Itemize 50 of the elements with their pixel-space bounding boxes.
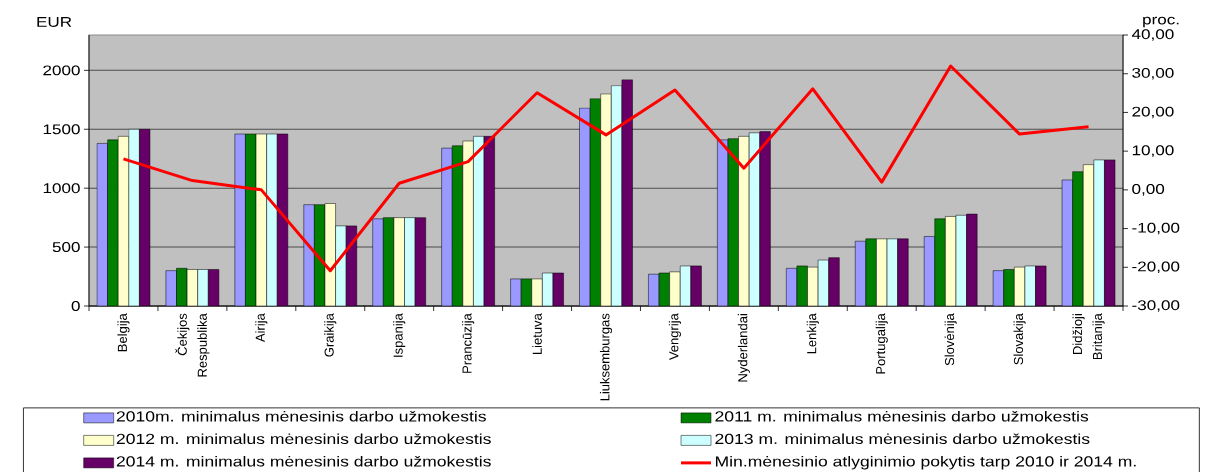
legend-label: Min.mėnesinio atlyginimio pokytis tarp 2010 ir 2014 m. bbox=[715, 455, 1136, 470]
bar bbox=[669, 271, 681, 306]
y2-tick-label: 10,00 bbox=[1132, 145, 1174, 157]
y2-tick-label: -20,00 bbox=[1132, 261, 1180, 274]
y2-axis-title: proc. bbox=[1143, 16, 1179, 28]
x-tick-label: Lietuva bbox=[532, 313, 542, 355]
x-tick-label: Didžioji Britanija bbox=[1072, 313, 1105, 360]
y-tick-label: 2000 bbox=[43, 65, 80, 76]
x-tick-label: Prancūzija bbox=[462, 313, 475, 373]
bar bbox=[1003, 269, 1015, 306]
bar bbox=[966, 213, 978, 306]
y-tick-label: 500 bbox=[52, 242, 80, 253]
y-tick-label: 1000 bbox=[43, 183, 80, 194]
y2-tick-label: -10,00 bbox=[1132, 222, 1180, 235]
x-tick-label: Slovakija bbox=[1013, 313, 1026, 365]
y-axis-title: EUR bbox=[37, 17, 72, 27]
legend-label: 2011 m. minimalus mėnesinis darbo užmokestis bbox=[715, 410, 1089, 422]
x-tick-label: Airija bbox=[255, 313, 268, 343]
x-tick-label: Nyderlandai bbox=[737, 314, 750, 382]
y2-tick-label: 0,00 bbox=[1132, 184, 1165, 196]
bar bbox=[1072, 171, 1084, 306]
x-tick-label: Belgija bbox=[117, 313, 130, 352]
bar bbox=[897, 238, 909, 306]
x-tick-label: Ispanija bbox=[393, 313, 406, 357]
bar bbox=[600, 93, 612, 306]
x-tick-label: Portugalija bbox=[875, 313, 888, 374]
y2-tick-label: 20,00 bbox=[1132, 106, 1174, 119]
bar bbox=[865, 238, 877, 306]
x-tick-label: Slovėnija bbox=[944, 313, 957, 366]
x-tick-label: Graikija bbox=[324, 313, 337, 357]
x-tick-label: Vengrija bbox=[668, 313, 681, 361]
x-tick-label: Čekijos Respublika bbox=[175, 313, 210, 377]
x-tick-label: Liuksemburgas bbox=[599, 313, 613, 401]
legend-label: 2013 m. minimalus mėnesinis darbo užmokestis bbox=[715, 433, 1090, 445]
x-tick-label: Lenkija bbox=[806, 313, 819, 354]
legend-label: 2010m. minimalus mėnesinis darbo užmokestis bbox=[116, 410, 486, 422]
bar bbox=[759, 131, 771, 306]
y2-tick-label: -30,00 bbox=[1132, 300, 1180, 312]
bar bbox=[828, 257, 840, 306]
y2-tick-label: 30,00 bbox=[1132, 67, 1174, 80]
y-tick-label: 0 bbox=[71, 301, 80, 311]
line-series bbox=[121, 64, 1091, 273]
bar bbox=[462, 140, 474, 306]
bar bbox=[107, 139, 119, 306]
legend-label: 2012 m. minimalus mėnesinis darbo užmokestis bbox=[116, 433, 491, 445]
bar bbox=[934, 218, 946, 306]
bar bbox=[738, 136, 750, 306]
y2-tick-label: 40,00 bbox=[1131, 29, 1174, 41]
y-tick-label: 1500 bbox=[43, 124, 80, 135]
legend-label: 2014 m. minimalus mėnesinis darbo užmokestis bbox=[116, 455, 491, 467]
